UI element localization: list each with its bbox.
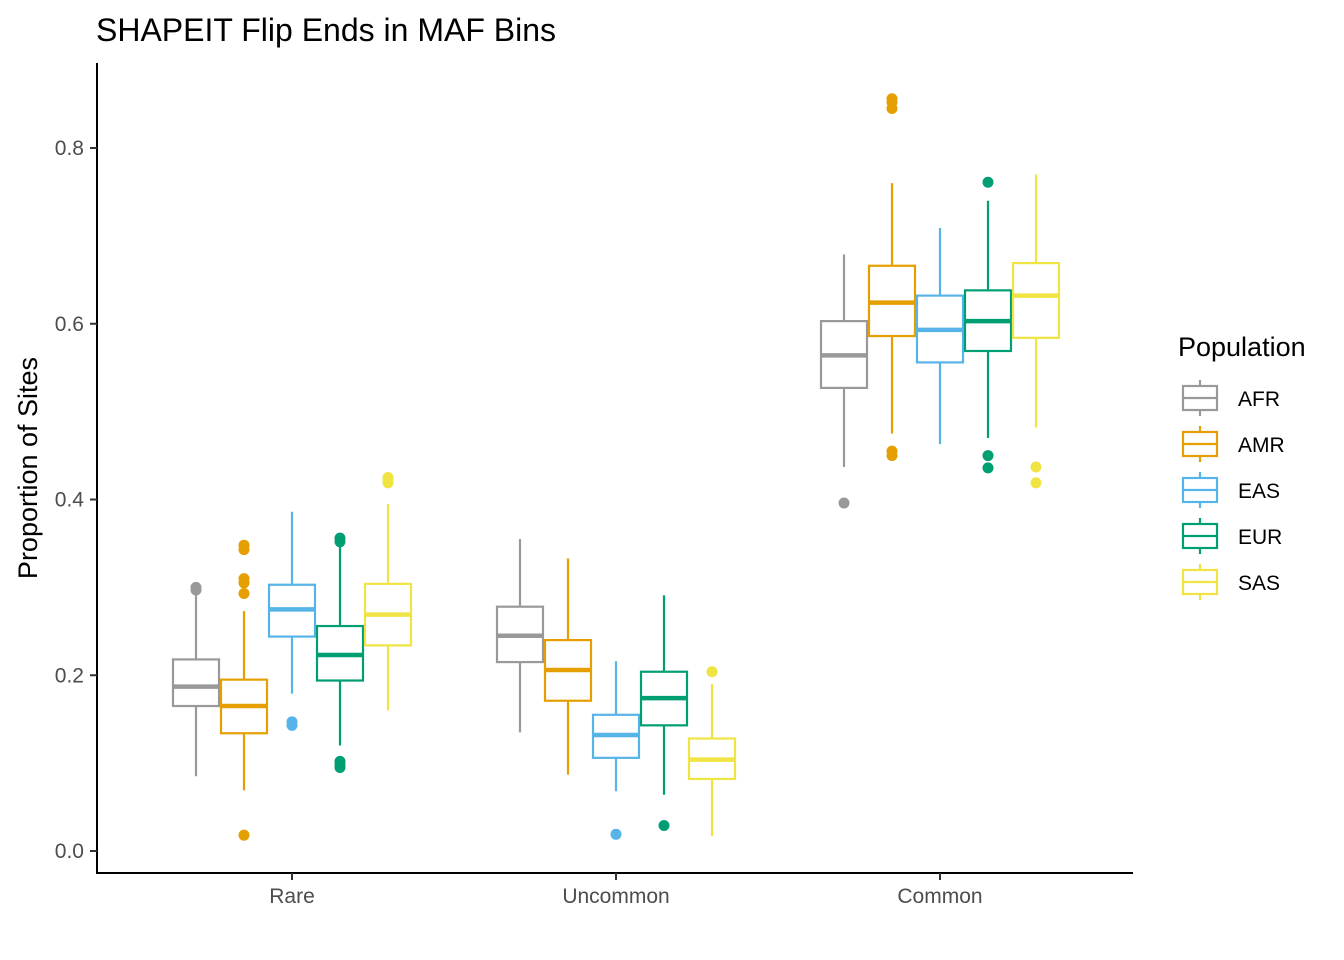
- outlier-point: [886, 445, 898, 457]
- box-amr-rare: [219, 539, 269, 841]
- box-sas-rare: [363, 472, 413, 711]
- box-afr-uncommon: [495, 539, 545, 733]
- x-tick-label: Common: [897, 885, 982, 908]
- box-eur-common: [963, 176, 1013, 474]
- legend-label: EAS: [1238, 480, 1280, 503]
- outlier-point: [238, 539, 250, 551]
- box-amr-common: [867, 93, 917, 462]
- legend-item-eur: EUR: [1181, 518, 1282, 554]
- y-axis-ticks: 0.0 0.2 0.4 0.6 0.8: [55, 137, 97, 863]
- box-eas-uncommon: [591, 661, 641, 840]
- legend: AFR AMR EAS EUR SAS: [1181, 380, 1285, 600]
- outlier-point: [1030, 477, 1042, 489]
- outlier-point: [610, 828, 622, 840]
- box-afr-common: [819, 254, 869, 509]
- outlier-point: [982, 450, 994, 462]
- legend-label: SAS: [1238, 572, 1280, 595]
- outlier-point: [1030, 461, 1042, 473]
- plot-area: [171, 93, 1061, 841]
- legend-item-eas: EAS: [1181, 472, 1280, 508]
- legend-item-amr: AMR: [1181, 426, 1285, 462]
- outlier-point: [238, 573, 250, 585]
- y-tick-label: 0.2: [55, 664, 84, 687]
- y-axis-title: Proportion of Sites: [13, 357, 43, 579]
- box-amr-uncommon: [543, 558, 593, 775]
- box-eur-rare: [315, 532, 365, 774]
- outlier-point: [886, 93, 898, 105]
- x-tick-label: Uncommon: [562, 885, 669, 908]
- box-eur-uncommon: [639, 595, 689, 832]
- legend-item-sas: SAS: [1181, 564, 1280, 600]
- outlier-point: [838, 497, 850, 509]
- legend-title: Population: [1178, 332, 1306, 362]
- outlier-point: [982, 176, 994, 188]
- outlier-point: [238, 829, 250, 841]
- outlier-point: [658, 820, 670, 832]
- legend-item-afr: AFR: [1181, 380, 1280, 416]
- outlier-point: [286, 716, 298, 728]
- y-tick-label: 0.8: [55, 137, 84, 160]
- box-afr-rare: [171, 581, 221, 777]
- x-axis-ticks: Rare Uncommon Common: [269, 873, 983, 908]
- x-tick-label: Rare: [269, 885, 315, 908]
- legend-label: AMR: [1238, 434, 1285, 457]
- box-eas-rare: [267, 511, 317, 731]
- outlier-point: [982, 462, 994, 474]
- box-sas-common: [1011, 174, 1061, 489]
- outlier-point: [334, 755, 346, 767]
- outlier-point: [382, 472, 394, 484]
- outlier-point: [238, 588, 250, 600]
- box-sas-uncommon: [687, 666, 737, 837]
- y-tick-label: 0.4: [55, 489, 85, 512]
- box-iqr: [1011, 262, 1061, 339]
- chart-title: SHAPEIT Flip Ends in MAF Bins: [96, 12, 556, 48]
- outlier-point: [334, 532, 346, 544]
- legend-label: EUR: [1238, 526, 1282, 549]
- outlier-point: [190, 581, 202, 593]
- y-tick-label: 0.0: [55, 840, 84, 863]
- box-iqr: [171, 658, 221, 708]
- box-eas-common: [915, 227, 965, 445]
- legend-label: AFR: [1238, 388, 1280, 411]
- outlier-point: [706, 666, 718, 678]
- y-tick-label: 0.6: [55, 313, 84, 336]
